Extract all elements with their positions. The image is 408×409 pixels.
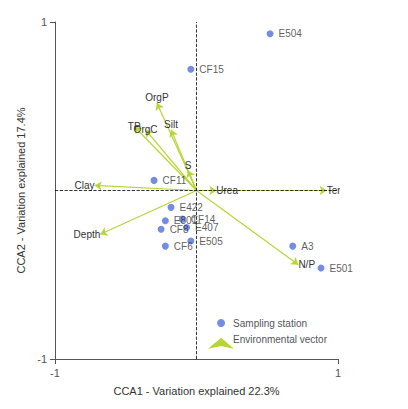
svg-text:1: 1 <box>335 367 341 379</box>
svg-text:CF11: CF11 <box>163 175 187 186</box>
svg-text:CCA1 - Variation explained 22.: CCA1 - Variation explained 22.3% <box>113 385 279 397</box>
svg-text:E422: E422 <box>180 202 204 213</box>
svg-text:E501: E501 <box>330 263 354 274</box>
svg-text:Depth: Depth <box>74 229 101 240</box>
svg-text:-1: -1 <box>37 353 47 365</box>
svg-text:-1: -1 <box>50 367 60 379</box>
svg-text:OrgC: OrgC <box>134 124 158 135</box>
svg-text:1: 1 <box>41 16 47 28</box>
svg-text:E407: E407 <box>195 222 219 233</box>
svg-text:Silt: Silt <box>164 119 178 130</box>
svg-text:CF14: CF14 <box>190 213 216 225</box>
svg-text:A3: A3 <box>301 241 314 252</box>
svg-text:Temperature: Temperature <box>326 185 383 196</box>
svg-text:Environmental vector: Environmental vector <box>233 334 328 345</box>
svg-text:E504: E504 <box>279 28 303 39</box>
svg-text:CCA2 - Variation explained 17.: CCA2 - Variation explained 17.4% <box>15 107 27 273</box>
svg-text:Sampling station: Sampling station <box>233 318 307 329</box>
svg-text:Urea: Urea <box>216 185 238 196</box>
svg-text:CF15: CF15 <box>199 64 224 75</box>
svg-text:Clay: Clay <box>75 180 95 191</box>
svg-text:CF6: CF6 <box>174 241 193 252</box>
svg-text:S: S <box>185 160 192 171</box>
svg-text:E505: E505 <box>199 236 223 247</box>
svg-text:N/P: N/P <box>298 259 315 270</box>
svg-text:OrgP: OrgP <box>145 92 169 103</box>
svg-text:CF8: CF8 <box>170 224 189 235</box>
